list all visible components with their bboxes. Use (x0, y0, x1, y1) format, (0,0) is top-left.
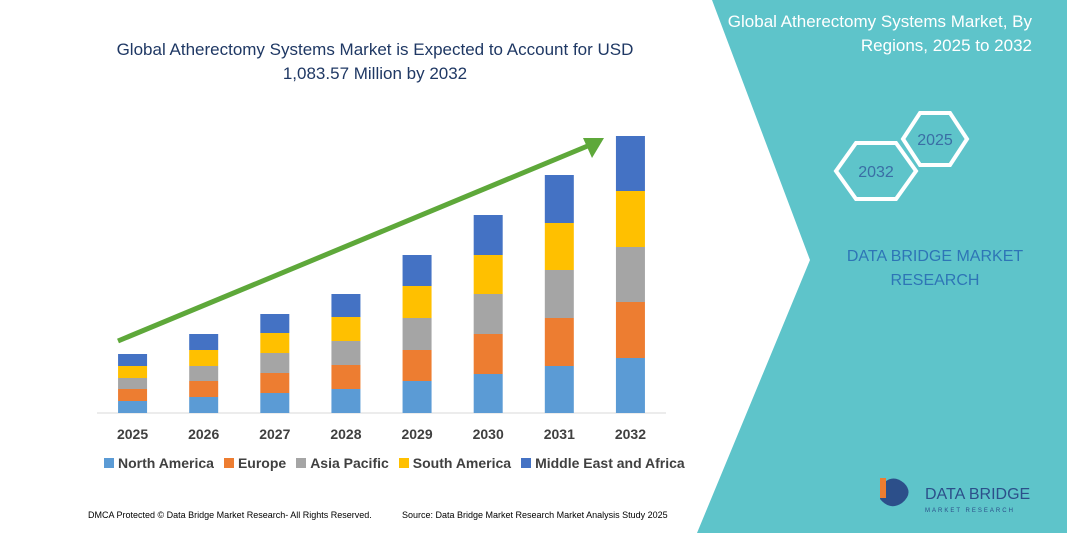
bar-segment (615, 191, 645, 247)
legend-item: South America (398, 455, 512, 471)
bar-segment (544, 175, 574, 223)
logo-icon (880, 478, 909, 507)
chart-title: Global Atherectomy Systems Market is Exp… (116, 40, 634, 83)
legend-swatch (223, 458, 234, 468)
bar-segment (615, 136, 645, 191)
bar-segment (331, 341, 361, 365)
legend-label: Asia Pacific (310, 455, 389, 471)
bar-segment (402, 350, 432, 381)
bar-segment (615, 302, 645, 358)
bar-segment (331, 294, 361, 317)
hex-label: 2025 (917, 132, 953, 149)
bar-segment (544, 223, 574, 270)
bar-segment (544, 366, 574, 413)
x-tick-label: 2028 (330, 426, 361, 442)
footer-right: Source: Data Bridge Market Research Mark… (402, 510, 668, 520)
bar-segment (402, 286, 432, 318)
bar-segment (189, 397, 219, 413)
bar-segment (331, 389, 361, 413)
bar-segment (473, 255, 503, 294)
x-tick-label: 2025 (117, 426, 148, 442)
legend-item: Europe (223, 455, 287, 471)
bar-segment (260, 353, 290, 373)
legend-swatch (296, 458, 307, 468)
legend-label: North America (118, 455, 214, 471)
logo-name: DATA BRIDGE (925, 486, 1030, 503)
bar-segment (615, 247, 645, 302)
legend: North America Europe Asia Pacific South Ame… (104, 455, 685, 471)
bar-segment (402, 381, 432, 413)
x-tick-label: 2027 (259, 426, 290, 442)
arrow-head (583, 138, 604, 158)
x-tick-label: 2030 (473, 426, 504, 442)
bar-segment (189, 366, 219, 381)
trend-arrow (117, 142, 591, 344)
bar-segment (118, 389, 148, 401)
bar-segment (189, 381, 219, 397)
bar-segment (473, 294, 503, 334)
legend-label: South America (412, 455, 512, 471)
bar-segment (544, 318, 574, 366)
bar-segment (402, 255, 432, 286)
legend-item: Middle East and Africa (521, 455, 685, 471)
logo-tagline: MARKET RESEARCH (925, 508, 1015, 514)
bar-segment (473, 374, 503, 413)
legend-label: Middle East and Africa (535, 455, 685, 471)
bar-segment (260, 314, 290, 333)
legend-swatch (398, 458, 409, 468)
x-tick-label: 2026 (188, 426, 219, 442)
bar-segment (473, 334, 503, 374)
bar-segment (402, 318, 432, 350)
x-tick-label: 2031 (544, 426, 575, 442)
legend-swatch (521, 458, 532, 468)
bar-segment (260, 333, 290, 353)
bar-segment (260, 393, 290, 413)
bar-segment (544, 270, 574, 318)
bar-segment (118, 354, 148, 366)
bar-segment (118, 366, 148, 378)
bar-segment (260, 373, 290, 393)
hexagon (833, 141, 919, 201)
x-tick-label: 2032 (615, 426, 646, 442)
legend-swatch (104, 458, 114, 468)
bar-segment (473, 215, 503, 255)
bar-segment (189, 334, 219, 350)
panel-title: Global Atherectomy Systems Market, By Re… (727, 12, 1032, 55)
hexagon (900, 111, 970, 167)
panel-brand: DATA BRIDGE MARKET RESEARCH (846, 248, 1024, 289)
logo-icon (880, 478, 886, 498)
bar-segment (331, 317, 361, 341)
legend-label: Europe (237, 455, 287, 471)
bar-segment (615, 358, 645, 413)
legend-item: Asia Pacific (296, 455, 389, 471)
bar-segment (331, 365, 361, 389)
footer-left: DMCA Protected © Data Bridge Market Rese… (88, 510, 372, 520)
legend-item: North America (104, 455, 214, 471)
bar-segment (189, 350, 219, 366)
bar-segment (118, 378, 148, 389)
x-tick-label: 2029 (401, 426, 432, 442)
hex-label: 2032 (858, 164, 894, 181)
side-panel (697, 0, 1067, 533)
bar-segment (118, 401, 148, 413)
